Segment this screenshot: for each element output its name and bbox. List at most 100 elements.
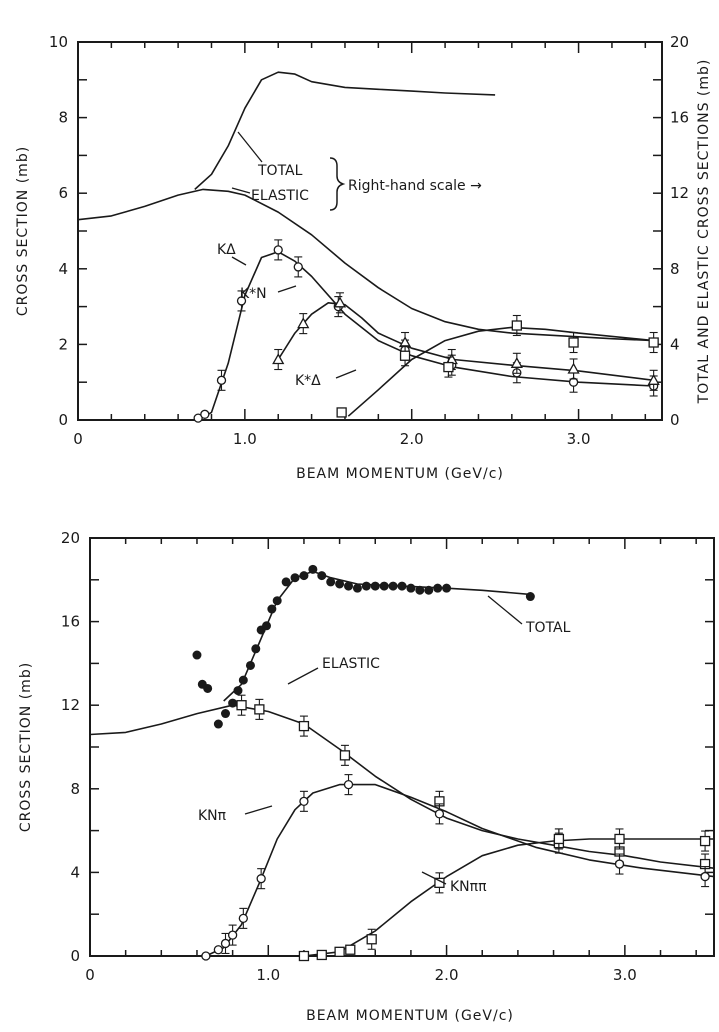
top-series-0-line [194, 71, 496, 190]
bottom-series-2-line [205, 783, 715, 957]
top-plot-frame [77, 41, 663, 421]
top-series-3-point [272, 353, 285, 365]
bottom-series-0-point [433, 583, 443, 593]
top-ticks: 0 1.0 2.0 3.0 0 2 4 6 8 10 0 4 8 12 16 20 [49, 33, 689, 448]
bottom-series-0-point [442, 583, 452, 593]
top-kstardelta-leader [335, 369, 357, 379]
top-brace-label: Right-hand scale → [348, 178, 482, 194]
bottom-ticks: 0 1.0 2.0 3.0 0 4 8 12 16 20 [61, 529, 714, 984]
top-series-3-point [297, 317, 310, 329]
bottom-series-3-point [334, 946, 345, 957]
bottom-series-0-point [344, 581, 354, 591]
bottom-series-0-point [245, 660, 255, 670]
top-series-3-point [510, 356, 523, 368]
top-series-4-point [443, 361, 454, 373]
bottom-x-axis-title: BEAM MOMENTUM (GeV/c) [306, 1008, 514, 1024]
top-y-right-tick-label: 12 [670, 184, 689, 202]
bottom-knpipi-label: KNππ [450, 879, 487, 895]
top-x-tick-label: 0 [73, 430, 83, 448]
bottom-y-tick-label: 0 [70, 947, 80, 965]
bottom-series-2-point [299, 796, 309, 806]
bottom-series-0-point [251, 644, 261, 654]
bottom-points [192, 564, 711, 962]
bottom-series-0-point [361, 581, 371, 591]
bottom-series-2-point [343, 779, 354, 790]
top-kdelta-label: KΔ [217, 242, 236, 258]
bottom-y-axis-title: CROSS SECTION (mb) [18, 662, 34, 832]
top-curves [77, 71, 654, 421]
bottom-series-2-point [201, 951, 211, 961]
bottom-series-1-line [89, 704, 715, 869]
top-series-4-point [336, 407, 347, 418]
bottom-series-3-line [303, 838, 714, 957]
bottom-series-3-point [553, 833, 565, 845]
bottom-knpi-leader [244, 805, 273, 815]
bottom-series-0-point [388, 581, 398, 591]
bottom-series-0-point [308, 564, 318, 574]
bottom-series-2-point [256, 874, 266, 884]
bottom-elastic-leader [287, 667, 319, 685]
bottom-x-tick-label: 0 [85, 966, 95, 984]
top-y-right-axis-title: TOTAL AND ELASTIC CROSS SECTIONS (mb) [696, 59, 712, 405]
bottom-series-2-point [220, 938, 231, 949]
bottom-series-0-point [238, 675, 248, 685]
bottom-knpi-label: KNπ [198, 808, 227, 824]
top-series-2-point [216, 375, 227, 385]
top-y-tick-label: 2 [58, 335, 68, 353]
bottom-series-1-point [254, 704, 265, 715]
bottom-y-tick-label: 12 [61, 696, 80, 714]
bottom-series-0-point [281, 577, 291, 587]
top-y-right-tick-label: 4 [670, 335, 680, 353]
top-kstardelta-label: K*Δ [295, 373, 321, 389]
bottom-series-1-point [298, 720, 310, 732]
bottom-series-0-point [213, 719, 223, 729]
top-total-leader [237, 131, 263, 163]
bottom-series-0-point [335, 579, 345, 589]
bottom-series-2-point [213, 945, 224, 955]
bottom-series-0-point [317, 571, 327, 581]
top-series-4-point [511, 320, 522, 331]
top-brace [329, 157, 346, 211]
top-series-3-point [567, 362, 580, 374]
bottom-series-3-point [366, 934, 377, 945]
top-series-1-line [77, 188, 654, 342]
bottom-x-tick-label: 3.0 [613, 966, 637, 984]
bottom-series-0-point [424, 585, 434, 595]
bottom-series-2-point [614, 859, 625, 869]
top-x-tick-label: 2.0 [400, 430, 424, 448]
top-series-2-point [293, 262, 303, 272]
top-kdelta-leader [231, 256, 247, 266]
bottom-series-0-line [223, 570, 531, 702]
top-chart: 0 1.0 2.0 3.0 0 2 4 6 8 10 0 4 8 12 16 20 CROSS SECTION… [15, 33, 712, 482]
bottom-series-3-point [298, 950, 310, 962]
bottom-series-1-point [339, 750, 351, 761]
bottom-x-tick-label: 1.0 [256, 966, 280, 984]
bottom-y-tick-label: 20 [61, 529, 80, 547]
bottom-series-2-point [434, 809, 445, 819]
top-series-2-point [200, 409, 210, 419]
bottom-y-tick-label: 16 [61, 613, 80, 631]
bottom-series-0-point [415, 585, 425, 595]
top-x-tick-label: 3.0 [567, 430, 591, 448]
bottom-series-0-point [379, 581, 389, 591]
top-total-label: TOTAL [257, 163, 303, 179]
top-series-4-point [399, 350, 411, 361]
bottom-plot-frame [89, 537, 715, 957]
top-y-axis-title: CROSS SECTION (mb) [15, 146, 31, 316]
bottom-series-0-point [262, 621, 272, 631]
bottom-series-0-point [272, 596, 282, 606]
top-points [193, 239, 660, 423]
bottom-y-tick-label: 4 [70, 863, 80, 881]
top-series-3-point [333, 296, 347, 308]
top-series-4-point [568, 337, 579, 348]
top-series-3-line [277, 301, 654, 382]
bottom-series-0-point [233, 686, 243, 696]
top-kstarn-leader [277, 285, 297, 293]
bottom-series-0-point [397, 581, 407, 591]
top-y-right-tick-label: 16 [670, 109, 689, 127]
top-elastic-label: ELASTIC [251, 188, 309, 204]
bottom-series-0-point [192, 650, 202, 660]
bottom-series-0-point [220, 709, 230, 719]
bottom-series-0-point [290, 573, 300, 583]
